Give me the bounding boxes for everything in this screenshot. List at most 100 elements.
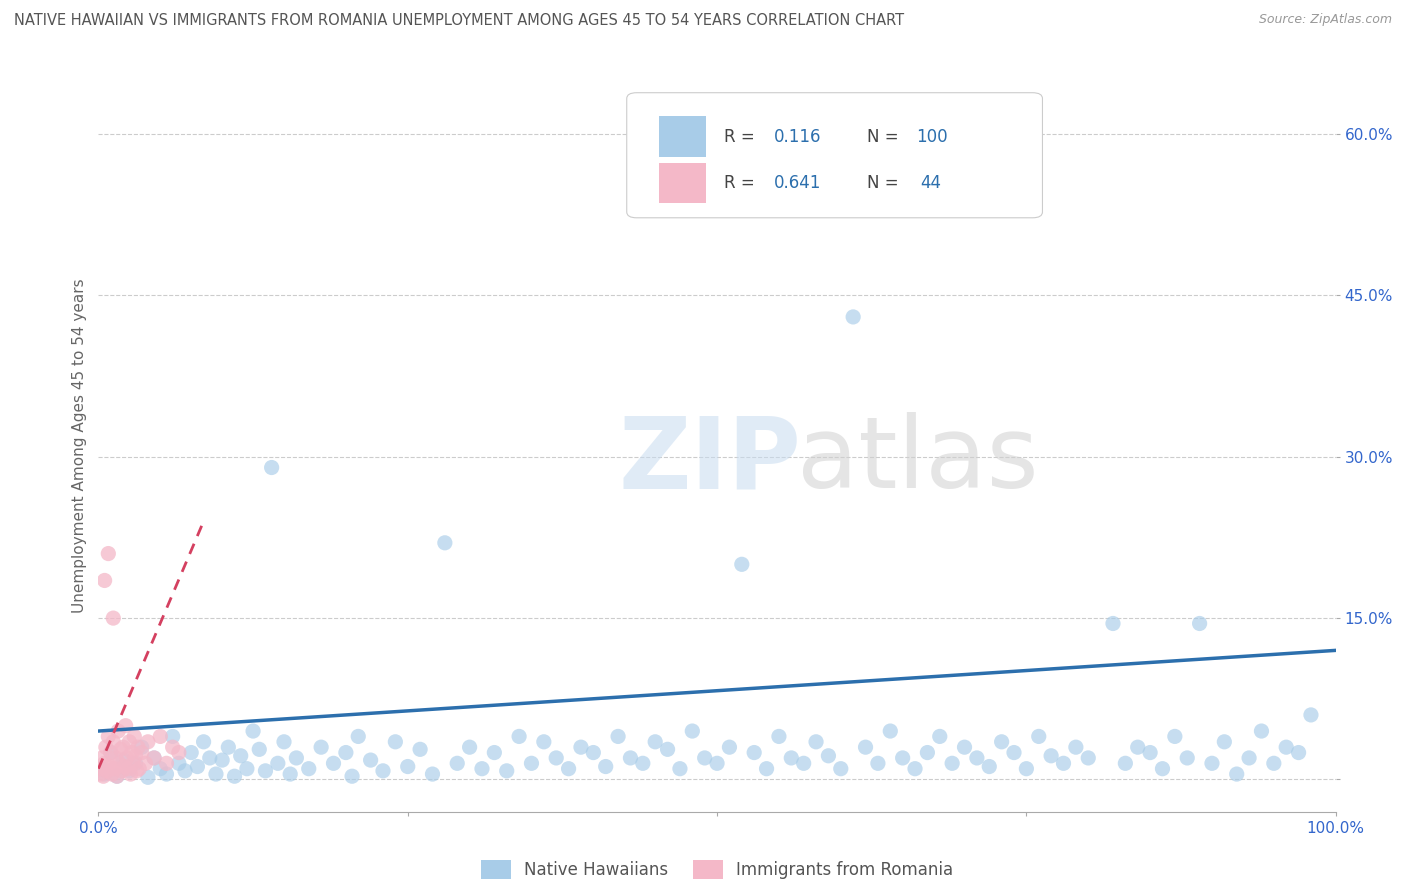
Point <box>136 770 159 784</box>
Point <box>121 746 143 760</box>
Point <box>167 746 190 760</box>
Point <box>569 740 592 755</box>
Point <box>105 769 128 783</box>
Point <box>855 740 877 755</box>
Point <box>458 740 481 755</box>
Point <box>1288 746 1310 760</box>
Point <box>904 762 927 776</box>
Point <box>155 767 177 781</box>
Point <box>1028 730 1050 744</box>
Point <box>422 767 444 781</box>
Point <box>117 762 139 776</box>
Point <box>186 759 208 773</box>
Point <box>125 764 148 778</box>
Point <box>1275 740 1298 755</box>
Point <box>644 735 666 749</box>
Point <box>631 756 654 771</box>
Point <box>254 764 277 778</box>
Point <box>114 719 136 733</box>
Point <box>143 751 166 765</box>
Point <box>128 762 150 776</box>
Point <box>340 769 363 783</box>
Point <box>112 759 135 773</box>
Point <box>1114 756 1136 771</box>
Point <box>105 769 128 783</box>
Point <box>966 751 988 765</box>
Point <box>260 460 283 475</box>
Bar <box>659 162 706 202</box>
Point <box>98 759 121 773</box>
Text: NATIVE HAWAIIAN VS IMMIGRANTS FROM ROMANIA UNEMPLOYMENT AMONG AGES 45 TO 54 YEAR: NATIVE HAWAIIAN VS IMMIGRANTS FROM ROMAN… <box>14 13 904 29</box>
Point <box>236 762 259 776</box>
Point <box>953 740 976 755</box>
Text: 0.641: 0.641 <box>773 174 821 192</box>
Point <box>891 751 914 765</box>
Point <box>371 764 394 778</box>
Point <box>1263 756 1285 771</box>
Point <box>706 756 728 771</box>
Point <box>118 764 141 778</box>
Point <box>582 746 605 760</box>
Point <box>107 724 129 739</box>
Point <box>91 751 114 765</box>
Point <box>433 536 456 550</box>
Point <box>693 751 716 765</box>
Point <box>93 574 115 588</box>
Point <box>1164 730 1187 744</box>
Point <box>134 756 156 771</box>
Point <box>93 756 115 771</box>
Point <box>89 762 111 776</box>
Point <box>93 769 115 783</box>
Point <box>1152 762 1174 776</box>
Point <box>780 751 803 765</box>
Point <box>742 746 765 760</box>
Point <box>100 746 122 760</box>
Text: 0.116: 0.116 <box>773 128 821 145</box>
Point <box>120 767 142 781</box>
Point <box>115 751 138 765</box>
Point <box>136 735 159 749</box>
Point <box>830 762 852 776</box>
Point <box>111 764 134 778</box>
Text: ZIP: ZIP <box>619 412 801 509</box>
Point <box>155 756 177 771</box>
Point <box>866 756 889 771</box>
Point <box>557 762 579 776</box>
Point <box>1299 707 1322 722</box>
Point <box>619 751 641 765</box>
Point <box>1126 740 1149 755</box>
Point <box>90 767 112 781</box>
Point <box>1002 746 1025 760</box>
Point <box>842 310 865 324</box>
Point <box>205 767 228 781</box>
Point <box>508 730 530 744</box>
Point <box>804 735 827 749</box>
Point <box>278 767 301 781</box>
Point <box>360 753 382 767</box>
Point <box>718 740 741 755</box>
Point <box>657 742 679 756</box>
Point <box>1175 751 1198 765</box>
Point <box>273 735 295 749</box>
Point <box>1213 735 1236 749</box>
Point <box>247 742 270 756</box>
Text: Source: ZipAtlas.com: Source: ZipAtlas.com <box>1258 13 1392 27</box>
Point <box>242 724 264 739</box>
Text: R =: R = <box>724 174 761 192</box>
Point <box>118 735 141 749</box>
Point <box>198 751 221 765</box>
Text: R =: R = <box>724 128 761 145</box>
Point <box>409 742 432 756</box>
Point <box>1040 748 1063 763</box>
Point <box>768 730 790 744</box>
Point <box>446 756 468 771</box>
Point <box>471 762 494 776</box>
Point <box>1226 767 1249 781</box>
Point <box>917 746 939 760</box>
Point <box>149 762 172 776</box>
Point <box>224 769 246 783</box>
Legend: Native Hawaiians, Immigrants from Romania: Native Hawaiians, Immigrants from Romani… <box>472 852 962 888</box>
Point <box>1188 616 1211 631</box>
Point <box>143 751 166 765</box>
Point <box>96 764 118 778</box>
